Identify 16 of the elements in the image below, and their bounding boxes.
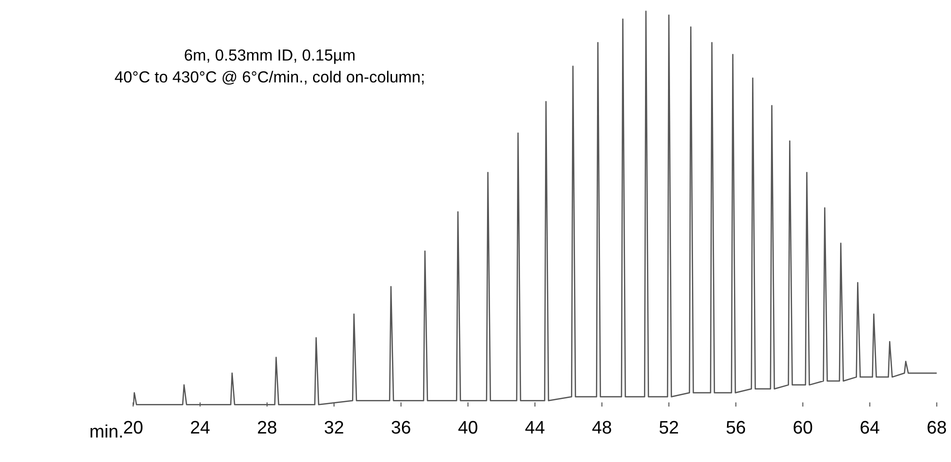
x-tick-label: 24: [190, 420, 210, 434]
x-tick-label: 48: [592, 420, 612, 434]
x-tick-label: 68: [928, 420, 946, 434]
x-axis-title: min.: [90, 424, 122, 438]
x-tick-label: 64: [860, 420, 880, 434]
annotation: 40°C to 430°C @ 6°C/min., cold on-column;: [114, 70, 424, 85]
x-tick-label: 36: [392, 420, 410, 434]
x-tick-label: 44: [525, 421, 544, 434]
x-tick-label: 28: [258, 420, 276, 434]
x-tick-label: 60: [794, 420, 812, 434]
x-tick-label: 52: [660, 420, 678, 434]
x-tick-label: 56: [726, 420, 746, 434]
x-tick-label: 40: [458, 420, 478, 434]
annotation: 6m, 0.53mm ID, 0.15µm: [184, 49, 355, 64]
x-tick-label: 20: [124, 420, 142, 434]
x-tick-label: 32: [324, 420, 344, 434]
